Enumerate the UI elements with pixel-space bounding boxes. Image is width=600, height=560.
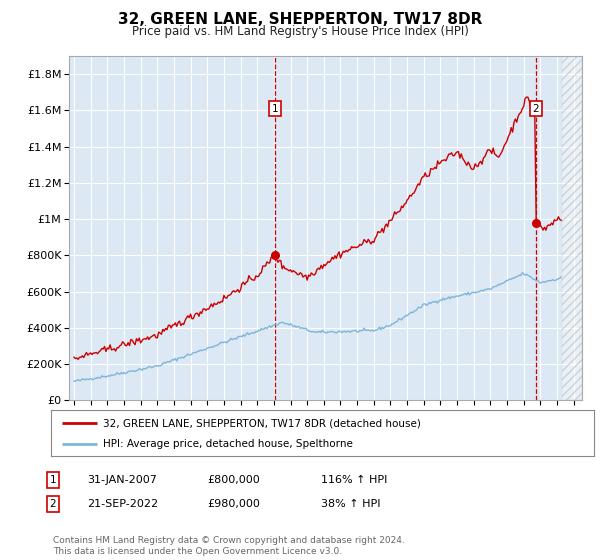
Text: 21-SEP-2022: 21-SEP-2022 (87, 499, 158, 509)
Text: 32, GREEN LANE, SHEPPERTON, TW17 8DR: 32, GREEN LANE, SHEPPERTON, TW17 8DR (118, 12, 482, 27)
Text: 32, GREEN LANE, SHEPPERTON, TW17 8DR (detached house): 32, GREEN LANE, SHEPPERTON, TW17 8DR (de… (103, 418, 421, 428)
Text: HPI: Average price, detached house, Spelthorne: HPI: Average price, detached house, Spel… (103, 438, 352, 449)
Text: Price paid vs. HM Land Registry's House Price Index (HPI): Price paid vs. HM Land Registry's House … (131, 25, 469, 38)
Text: Contains HM Land Registry data © Crown copyright and database right 2024.
This d: Contains HM Land Registry data © Crown c… (53, 536, 404, 556)
Text: 38% ↑ HPI: 38% ↑ HPI (321, 499, 380, 509)
Text: £980,000: £980,000 (207, 499, 260, 509)
Text: 1: 1 (272, 104, 278, 114)
Text: 1: 1 (49, 475, 56, 485)
Text: 2: 2 (49, 499, 56, 509)
Text: 2: 2 (532, 104, 539, 114)
Text: £800,000: £800,000 (207, 475, 260, 485)
Text: 116% ↑ HPI: 116% ↑ HPI (321, 475, 388, 485)
Text: 31-JAN-2007: 31-JAN-2007 (87, 475, 157, 485)
